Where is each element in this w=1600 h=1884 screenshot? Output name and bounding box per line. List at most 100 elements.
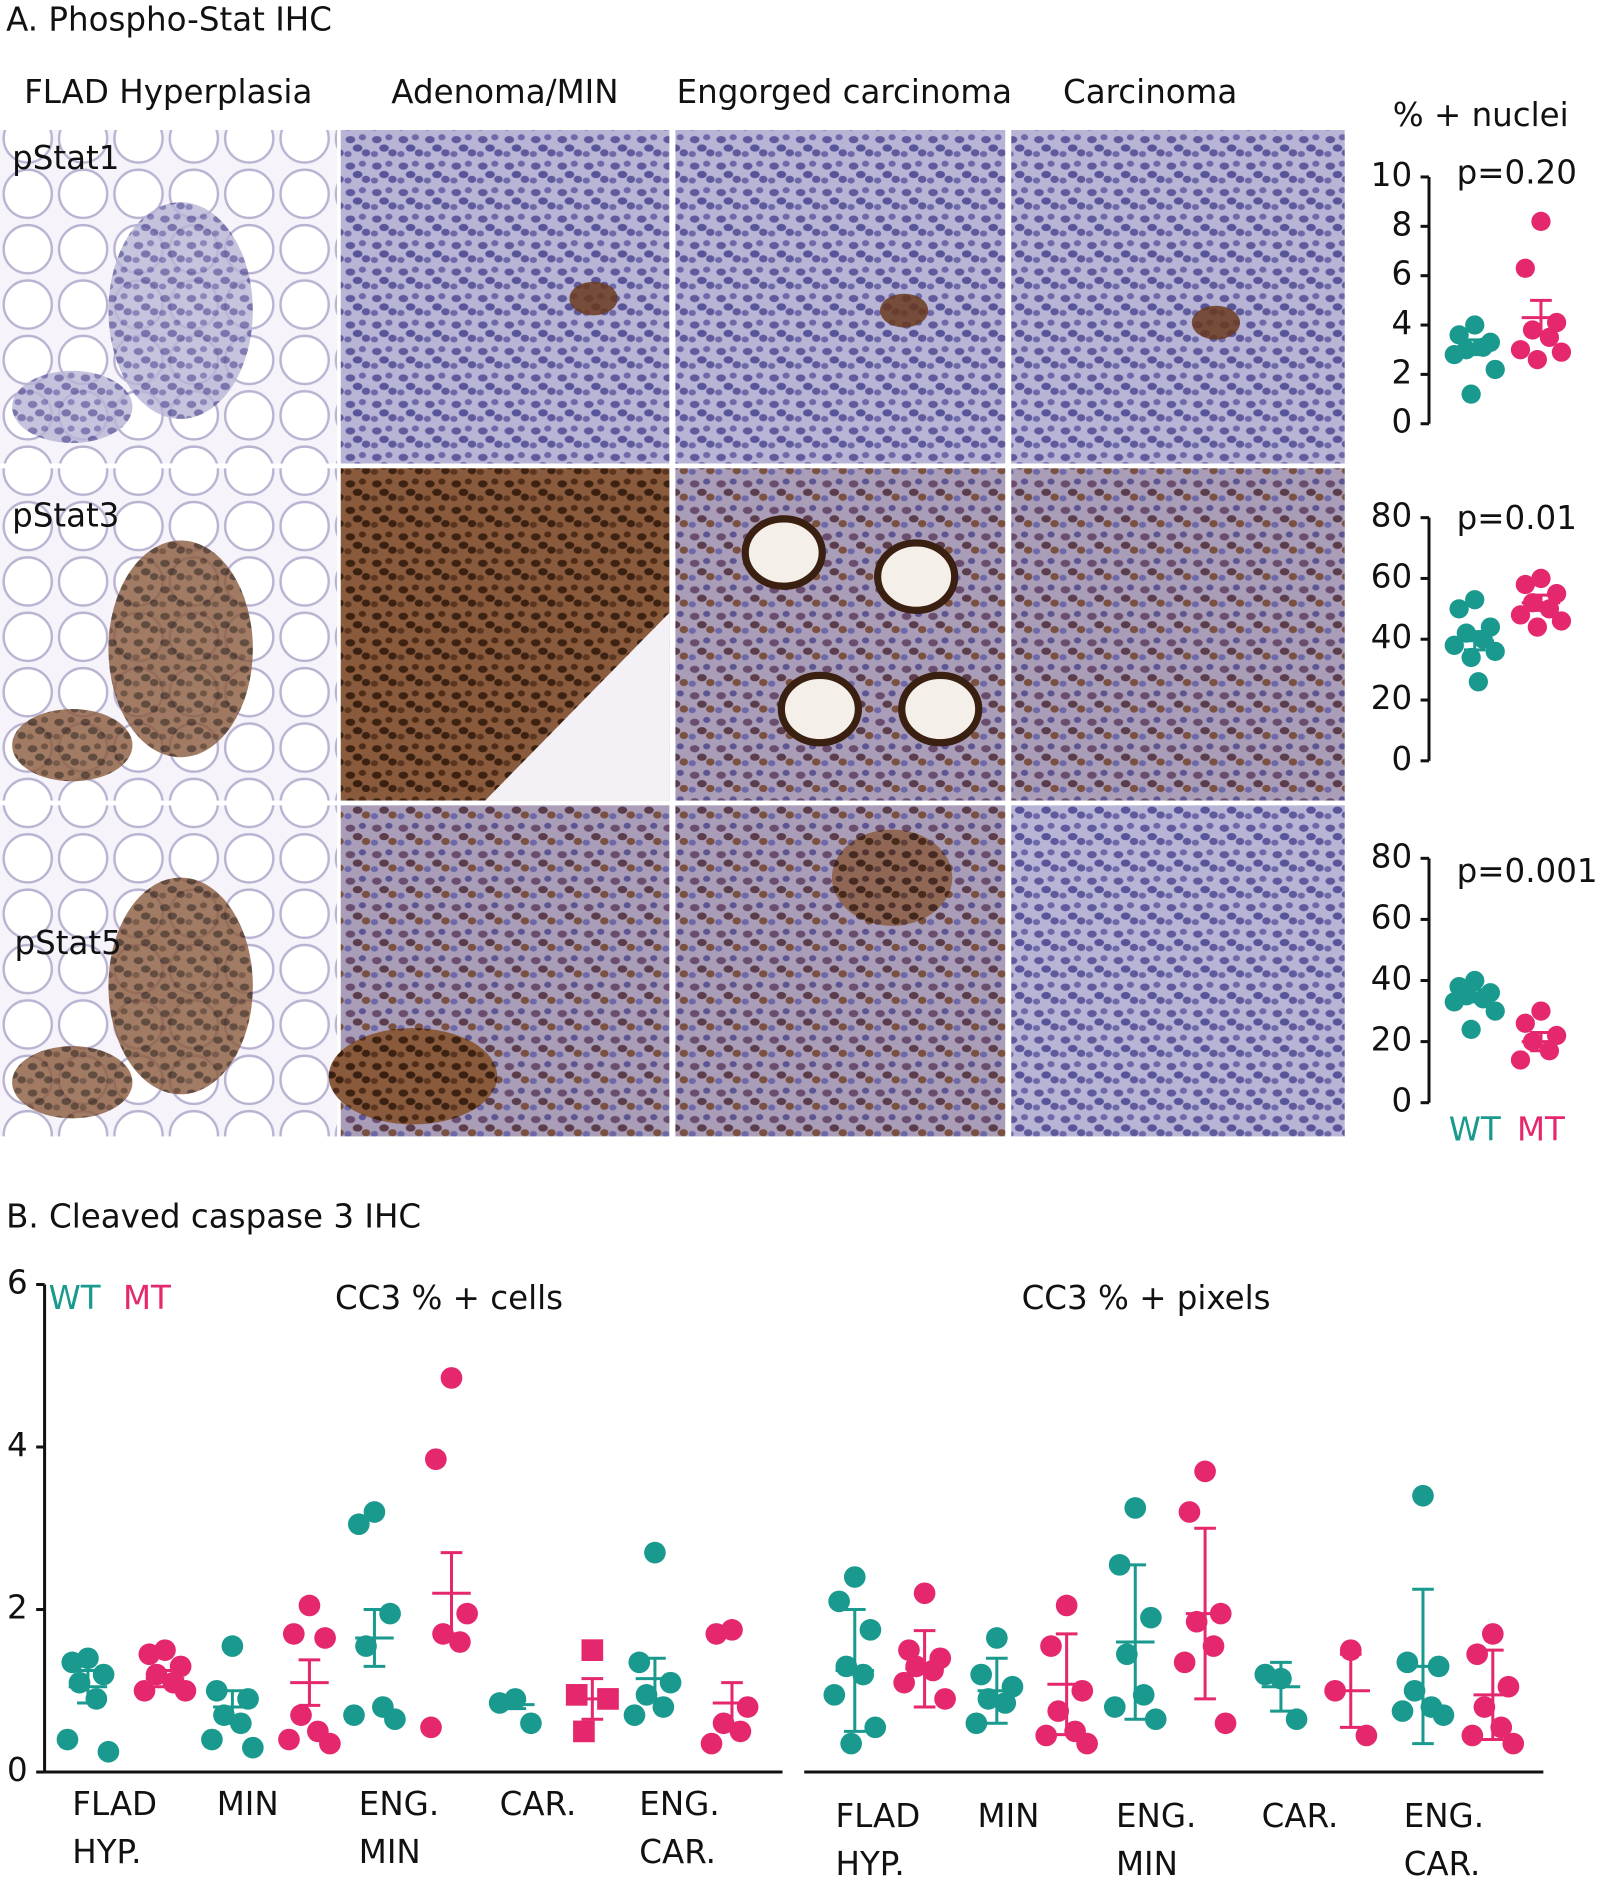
x-tick-label: ENG. MIN (359, 1785, 439, 1871)
data-point (290, 1704, 312, 1726)
data-point (278, 1728, 300, 1751)
data-point (1173, 1651, 1196, 1674)
data-point (347, 1513, 370, 1536)
data-point (1473, 989, 1493, 1009)
data-point (828, 1590, 850, 1613)
data-point (1103, 1696, 1126, 1718)
data-point (922, 1659, 944, 1682)
error-bar (644, 1656, 666, 1701)
data-point (1185, 1610, 1208, 1633)
data-point (1144, 1708, 1167, 1731)
tissue-patch (12, 370, 133, 444)
data-point (905, 1655, 928, 1678)
micrograph (675, 130, 1006, 464)
data-point (1497, 1675, 1520, 1698)
error-bar (1339, 1652, 1362, 1729)
data-point (1432, 1704, 1455, 1726)
micrograph (1011, 468, 1345, 801)
data-point (1465, 970, 1485, 991)
data-point (1522, 320, 1543, 340)
y-tick-label: 0 (1391, 1082, 1412, 1120)
data-point (1531, 568, 1551, 589)
data-point (1531, 1001, 1551, 1021)
data-point (1178, 1501, 1201, 1523)
data-point (1355, 1724, 1378, 1747)
y-tick-label: 4 (7, 1426, 28, 1464)
data-point (1116, 1643, 1138, 1666)
data-point (319, 1732, 341, 1755)
data-point (1035, 1724, 1058, 1747)
row-label: pStat3 (12, 497, 119, 535)
micrograph (675, 468, 1006, 801)
data-point (859, 1619, 882, 1641)
gland-lumen (898, 671, 983, 747)
error-bar (1463, 630, 1486, 652)
error-bar (1530, 593, 1552, 612)
x-tick-label: CAR. (1262, 1797, 1339, 1835)
y-tick-label: 40 (1371, 618, 1412, 656)
data-point (565, 1684, 588, 1706)
error-bar (1124, 1563, 1147, 1721)
data-point (1539, 327, 1560, 348)
data-point (1473, 1696, 1496, 1718)
data-point (242, 1736, 264, 1759)
data-point (221, 1635, 244, 1657)
p-value: p=0.001 (1457, 852, 1598, 890)
data-point (420, 1716, 442, 1739)
data-point (1461, 384, 1481, 404)
data-point (1444, 635, 1464, 655)
error-bar (298, 1658, 321, 1707)
data-point (138, 1643, 161, 1666)
data-point (1551, 611, 1572, 631)
y-tick-label: 20 (1371, 1021, 1412, 1059)
data-point (213, 1704, 235, 1726)
data-point (1485, 641, 1505, 662)
error-bar (1194, 1526, 1216, 1701)
x-tick-label: MIN (217, 1785, 279, 1823)
stained-region (328, 1028, 498, 1125)
data-point (61, 1651, 84, 1674)
error-bar (1530, 298, 1552, 337)
panel-a-title: A. Phospho-Stat IHC (6, 1, 332, 39)
data-point (1461, 647, 1481, 668)
stained-nuclei (880, 293, 929, 328)
y-tick-label: 6 (1391, 255, 1412, 293)
y-tick-label: 2 (7, 1589, 28, 1627)
gland-lumen (777, 671, 862, 747)
data-point (977, 1688, 1000, 1710)
data-point (1040, 1635, 1062, 1657)
data-point (913, 1582, 936, 1605)
data-point (488, 1692, 511, 1714)
column-label: Carcinoma (1063, 73, 1237, 111)
data-point (893, 1671, 915, 1694)
tissue-patch (12, 709, 133, 782)
error-bar (221, 1689, 244, 1725)
error-bar (77, 1668, 99, 1705)
y-tick-label: 10 (1371, 156, 1412, 194)
data-point (237, 1688, 259, 1710)
error-bar (721, 1681, 743, 1725)
row-label: pStat5 (14, 924, 121, 962)
error-bar (1270, 1660, 1292, 1713)
data-point (1132, 1684, 1155, 1706)
column-label: Engorged carcinoma (677, 73, 1012, 111)
data-point (1465, 315, 1485, 335)
data-point (343, 1704, 365, 1726)
stained-nuclei (569, 281, 618, 316)
data-point (1515, 574, 1535, 595)
data-point (314, 1627, 336, 1649)
error-bar (1412, 1587, 1434, 1746)
stained-region (831, 829, 953, 926)
data-point (823, 1684, 846, 1706)
y-tick-label: 0 (7, 1751, 28, 1789)
gland-lumen (874, 539, 959, 614)
micrograph (1011, 130, 1345, 464)
y-tick-label: 80 (1371, 497, 1412, 535)
y-tick-label: 20 (1371, 679, 1412, 717)
data-point (994, 1692, 1017, 1714)
data-point (840, 1732, 862, 1755)
x-tick-label: MIN (978, 1797, 1040, 1835)
y-tick-label: 8 (1391, 205, 1412, 243)
data-point (652, 1696, 675, 1718)
